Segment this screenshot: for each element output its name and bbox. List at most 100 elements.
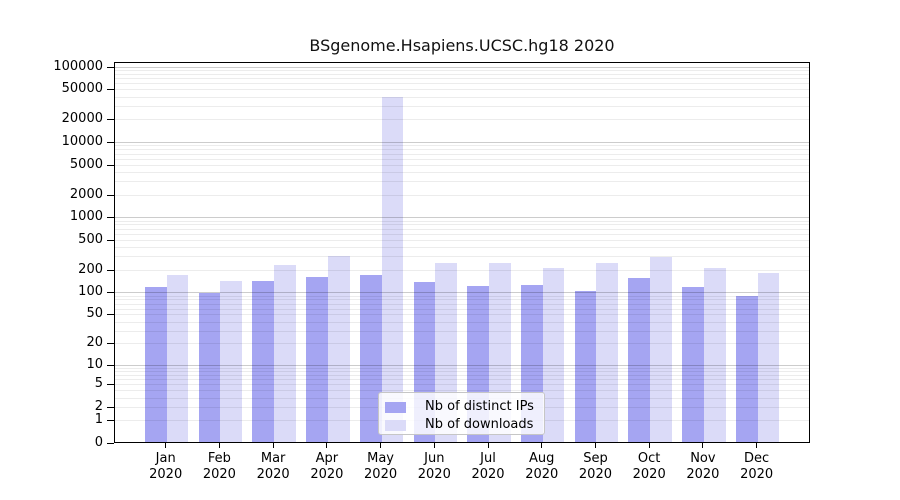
gridline-minor (115, 379, 809, 381)
gridline-minor (115, 239, 809, 241)
bar-downloads-may (381, 96, 404, 442)
y-axis-tick (107, 292, 114, 294)
y-axis-tick-label: 500 (78, 231, 103, 247)
y-axis-tick (107, 420, 114, 422)
y-axis-tick (107, 89, 114, 91)
gridline-minor (115, 153, 809, 155)
bar-downloads-apr (327, 255, 350, 442)
legend-label-distinct-ips: Nb of distinct IPs (425, 399, 534, 414)
gridline-minor (115, 181, 809, 183)
gridline-minor (115, 119, 809, 121)
gridline-major (115, 364, 809, 366)
y-axis-tick (107, 217, 114, 219)
gridline-minor (115, 269, 809, 271)
y-axis-tick (107, 194, 114, 196)
x-axis-tick (272, 443, 274, 448)
x-axis-tick (218, 443, 220, 448)
y-axis-tick-label: 10 (86, 356, 103, 372)
x-axis-month-label: May 2020 (364, 451, 398, 482)
y-axis-tick-label: 100 (78, 284, 103, 300)
gridline-minor (115, 371, 809, 373)
gridline-minor (115, 194, 809, 196)
x-axis-month-label: Jun 2020 (417, 451, 451, 482)
x-axis-tick (326, 443, 328, 448)
legend-swatch-downloads-icon (385, 419, 406, 431)
y-axis-tick-label: 5000 (69, 156, 103, 172)
bar-downloads-feb (220, 280, 243, 442)
gridline-minor (115, 247, 809, 249)
x-axis-tick (380, 443, 382, 448)
x-axis-month-label: Mar 2020 (256, 451, 290, 482)
gridline-minor (115, 220, 809, 222)
gridline-minor (115, 343, 809, 345)
gridline-minor (115, 375, 809, 377)
gridline-minor (115, 145, 809, 147)
gridline-minor (115, 308, 809, 310)
gridline-minor (115, 73, 809, 75)
y-axis-tick (107, 66, 114, 68)
gridline-minor (115, 89, 809, 91)
gridline-minor (115, 224, 809, 226)
gridline-minor (115, 171, 809, 173)
bar-distinct-ips-apr (306, 277, 328, 442)
y-axis-tick (107, 364, 114, 366)
x-axis-tick (487, 443, 489, 448)
y-axis-tick-label: 1 (94, 412, 103, 428)
gridline-minor (115, 78, 809, 80)
x-axis-tick (541, 443, 543, 448)
gridline-major (115, 217, 809, 219)
x-axis-month-label: Oct 2020 (632, 451, 666, 482)
x-axis-month-label: Jul 2020 (471, 451, 505, 482)
gridline-minor (115, 295, 809, 297)
legend-label-downloads: Nb of downloads (425, 417, 534, 432)
bar-distinct-ips-mar (252, 281, 275, 442)
x-axis-tick (702, 443, 704, 448)
y-axis-tick-label: 0 (94, 435, 103, 450)
bar-downloads-sep (596, 263, 619, 442)
bar-downloads-jan (166, 274, 189, 442)
x-axis-month-label: Sep 2020 (578, 451, 612, 482)
bar-distinct-ips-jan (145, 286, 167, 442)
y-axis-tick-label: 100000 (53, 58, 103, 74)
bar-distinct-ips-dec (735, 295, 758, 442)
x-axis-tick (648, 443, 650, 448)
y-axis-tick-label: 20 (86, 335, 103, 351)
gridlines-layer (115, 63, 809, 442)
y-axis-tick (107, 141, 114, 143)
y-axis-tick (107, 443, 114, 444)
gridline-minor (115, 314, 809, 316)
y-axis-tick-label: 50 (86, 306, 103, 322)
legend: Nb of distinct IPs Nb of downloads (378, 392, 545, 435)
y-axis-tick-label: 20000 (61, 111, 103, 127)
gridline-major (115, 141, 809, 143)
gridline-minor (115, 299, 809, 301)
x-axis-tick (433, 443, 435, 448)
gridline-minor (115, 149, 809, 151)
bar-distinct-ips-may (359, 274, 382, 442)
bar-downloads-oct (650, 257, 672, 442)
y-axis-tick (107, 384, 114, 386)
y-axis-tick (107, 164, 114, 166)
gridline-minor (115, 164, 809, 166)
x-axis-month-label: Apr 2020 (310, 451, 344, 482)
bar-downloads-nov (703, 267, 726, 442)
y-axis-tick (107, 239, 114, 241)
gridline-major (115, 292, 809, 294)
y-axis-tick (107, 407, 114, 409)
gridline-minor (115, 228, 809, 230)
y-axis-tick-label: 1000 (69, 209, 103, 225)
legend-entry-downloads: Nb of downloads (385, 417, 544, 433)
gridline-minor (115, 303, 809, 305)
bar-downloads-mar (274, 265, 296, 442)
chart-title: BSgenome.Hsapiens.UCSC.hg18 2020 (309, 36, 615, 55)
y-axis-tick (107, 119, 114, 121)
legend-entry-distinct-ips: Nb of distinct IPs (385, 399, 544, 415)
x-axis-month-label: Feb 2020 (202, 451, 236, 482)
gridline-minor (115, 367, 809, 369)
y-axis-tick-label: 5 (94, 376, 103, 392)
y-axis-tick-label: 50000 (61, 81, 103, 97)
y-axis-tick-label: 200 (78, 261, 103, 277)
gridline-major (115, 66, 809, 68)
x-axis-month-label: Dec 2020 (740, 451, 774, 482)
